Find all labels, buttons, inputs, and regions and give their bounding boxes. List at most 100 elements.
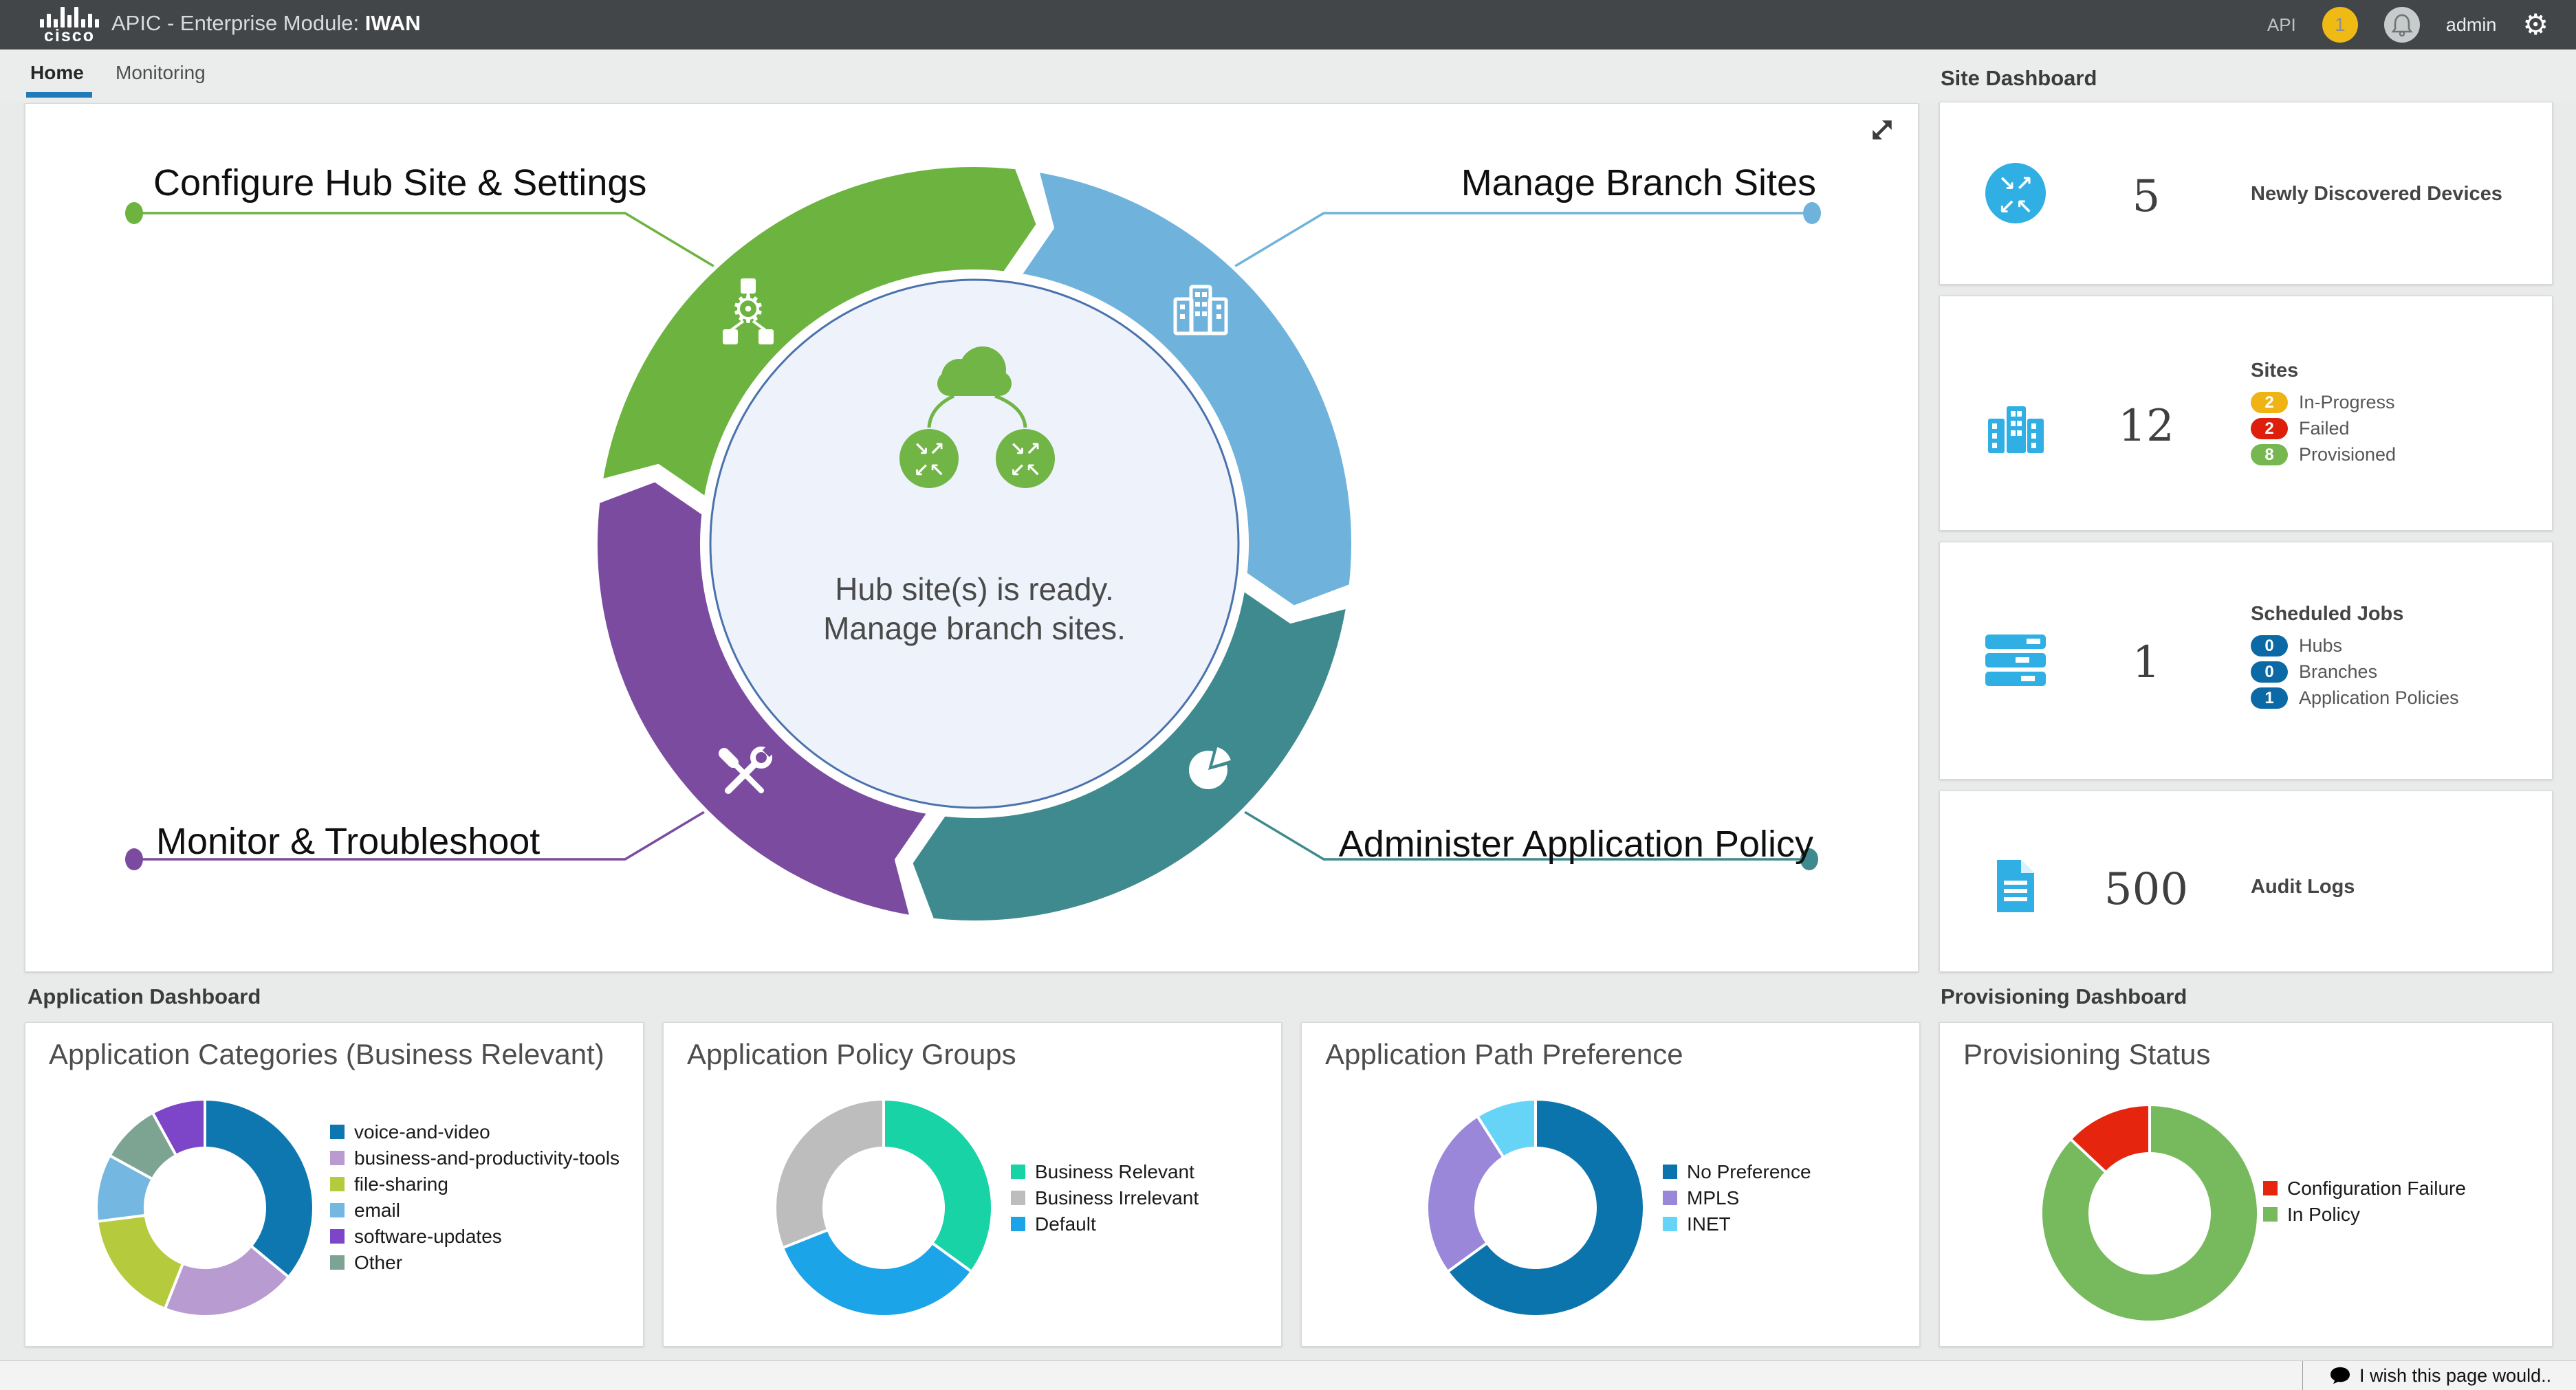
ring-label-manage-branch[interactable]: Manage Branch Sites	[1461, 162, 1816, 203]
legend-swatch	[330, 1151, 345, 1165]
callout-line-monitor-troubleshoot	[134, 787, 744, 861]
app-title-module: IWAN	[364, 11, 421, 35]
callout-dot-configure-hub-site	[125, 202, 143, 224]
status-badge-row: 0 Hubs	[2251, 635, 2459, 657]
chart-card-app-categories[interactable]: Application Categories (Business Relevan…	[25, 1022, 644, 1347]
status-badge-label: Failed	[2299, 418, 2350, 439]
legend-swatch	[1011, 1217, 1025, 1231]
legend-item: Default	[1011, 1213, 1199, 1235]
donut-segment-file-sharing	[96, 1213, 184, 1310]
bell-button[interactable]	[2383, 7, 2420, 43]
feedback-link[interactable]: I wish this page would..	[2302, 1361, 2576, 1390]
ring-segment-monitor-troubleshoot[interactable]	[593, 478, 932, 920]
ring-status-line2: Manage branch sites.	[823, 610, 1126, 646]
callout-dot-manage-branch-sites	[1803, 202, 1821, 224]
card-label: Scheduled Jobs	[2251, 603, 2404, 625]
chart-title: Provisioning Status	[1963, 1038, 2211, 1070]
tab-home[interactable]: Home	[30, 62, 84, 83]
router-icon: ↘↗↙↖	[1985, 163, 2046, 223]
chart-card-provisioning-status[interactable]: Provisioning Status Configuration Failur…	[1939, 1022, 2553, 1347]
status-badge-row: 2 In-Progress	[2251, 392, 2396, 413]
card-newly-discovered-devices[interactable]: ↘↗ ↙↖ 5 Newly Discovered Devices	[1939, 102, 2553, 285]
sites-count: 12	[2118, 401, 2174, 452]
legend-label: Configuration Failure	[2287, 1177, 2466, 1199]
card-sites[interactable]: 12 Sites 2 In-Progress 2 Failed 8 Provisioned	[1939, 296, 2553, 531]
status-badge-row: 8 Provisioned	[2251, 444, 2396, 465]
active-tab-underline	[26, 92, 92, 98]
pie-icon	[1188, 747, 1231, 790]
tools-icon	[719, 744, 776, 794]
chart-title: Application Categories (Business Relevan…	[49, 1038, 604, 1070]
app-title-text: APIC - Enterprise Module:	[111, 11, 360, 35]
legend-item: INET	[1663, 1213, 1811, 1235]
status-badge-label: Application Policies	[2299, 687, 2459, 708]
ring-status-line1: Hub site(s) is ready.	[835, 571, 1114, 607]
workflow-ring-panel: ⚙	[25, 103, 1919, 972]
gear-icon[interactable]: ⚙	[2522, 8, 2548, 41]
legend-item: Business Irrelevant	[1011, 1187, 1199, 1209]
chart-legend: voice-and-video business-and-productivity…	[330, 1121, 620, 1281]
expand-icon[interactable]	[1867, 115, 1897, 145]
chart-title: Application Policy Groups	[687, 1038, 1016, 1070]
bell-icon	[2391, 14, 2413, 37]
status-badge-count: 1	[2251, 687, 2288, 709]
legend-label: software-updates	[354, 1225, 502, 1247]
devices-count: 5	[2132, 171, 2161, 222]
donut-segment-Business Relevant	[882, 1098, 994, 1273]
callout-lines	[125, 202, 1821, 870]
ring-label-monitor[interactable]: Monitor & Troubleshoot	[156, 821, 541, 862]
legend-swatch	[2263, 1181, 2278, 1195]
chart-card-path-preference[interactable]: Application Path Preference No Preferenc…	[1301, 1022, 1920, 1347]
donut-segment-software-updates	[151, 1098, 206, 1157]
chart-legend: Configuration Failure In Policy	[2263, 1177, 2466, 1233]
ring-segment-administer-application-policy[interactable]	[908, 586, 1351, 925]
donut-chart-provisioning-status	[2040, 1103, 2260, 1323]
user-menu[interactable]: admin	[2445, 14, 2497, 35]
ring-segment-manage-branch-sites[interactable]	[1017, 168, 1355, 610]
legend-swatch	[330, 1255, 345, 1270]
legend-item: voice-and-video	[330, 1121, 620, 1143]
app-title: APIC - Enterprise Module: IWAN	[111, 11, 421, 36]
notification-count-badge[interactable]: 1	[2322, 7, 2358, 43]
hub-cloud-icon: ↘↗↙↖ ↘↗↙↖	[899, 346, 1055, 488]
legend-swatch	[1663, 1191, 1677, 1205]
svg-text:↘↗: ↘↗	[1998, 172, 2033, 196]
api-link[interactable]: API	[2267, 14, 2296, 35]
donut-segment-MPLS	[1426, 1114, 1505, 1273]
card-scheduled-jobs[interactable]: 1 Scheduled Jobs 0 Hubs 0 Branches 1 Applicat…	[1939, 542, 2553, 780]
cisco-logo: cisco	[32, 5, 107, 45]
ring-label-configure-hub[interactable]: Configure Hub Site & Settings	[153, 162, 647, 203]
donut-segment-Business Irrelevant	[774, 1098, 885, 1250]
buildings-icon	[1988, 406, 2044, 453]
callout-line-manage-branch-sites	[1205, 212, 1812, 285]
legend-swatch	[1663, 1217, 1677, 1231]
ring-segment-configure-hub-site[interactable]	[598, 163, 1040, 501]
jobs-count: 1	[2132, 637, 2161, 688]
svg-text:↙↖: ↙↖	[913, 460, 944, 481]
status-badge-label: Branches	[2299, 661, 2378, 682]
svg-text:↘↗: ↘↗	[913, 439, 944, 460]
ring-label-administer[interactable]: Administer Application Policy	[1338, 824, 1813, 865]
chart-legend: No Preference MPLS INET	[1663, 1161, 1811, 1243]
status-badge-row: 1 Application Policies	[2251, 687, 2459, 709]
chart-legend: Business Relevant Business Irrelevant Defa…	[1011, 1161, 1199, 1243]
legend-item: Business Relevant	[1011, 1161, 1199, 1182]
legend-swatch	[330, 1125, 345, 1139]
status-badge-count: 2	[2251, 392, 2288, 413]
donut-segment-Default	[781, 1228, 973, 1318]
legend-label: Business Irrelevant	[1035, 1187, 1199, 1209]
tab-monitoring[interactable]: Monitoring	[116, 62, 206, 83]
hierarchy-icon: ⚙	[723, 278, 774, 344]
callout-line-configure-hub-site	[134, 212, 744, 285]
status-badge-row: 2 Failed	[2251, 418, 2396, 439]
legend-item: In Policy	[2263, 1204, 2466, 1225]
card-label: Sites	[2251, 360, 2299, 382]
card-audit-logs[interactable]: 500 Audit Logs	[1939, 791, 2553, 972]
status-badge-count: 0	[2251, 661, 2288, 683]
chart-card-policy-groups[interactable]: Application Policy Groups Business Relev…	[663, 1022, 1282, 1347]
status-badge-label: In-Progress	[2299, 392, 2395, 412]
card-label: Newly Discovered Devices	[2251, 183, 2502, 205]
status-badge-label: Provisioned	[2299, 444, 2397, 465]
legend-label: MPLS	[1687, 1187, 1740, 1209]
